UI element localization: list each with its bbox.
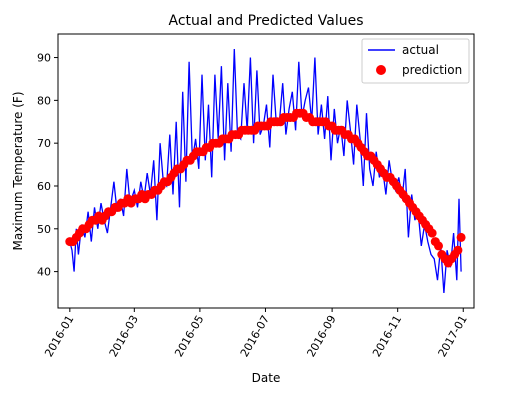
prediction-point xyxy=(427,228,437,238)
legend-prediction-swatch xyxy=(376,65,386,75)
axes-frame xyxy=(57,33,475,309)
y-tick-label: 80 xyxy=(37,94,51,107)
prediction-point xyxy=(453,245,463,255)
y-tick-label: 40 xyxy=(37,266,51,279)
plot-area xyxy=(65,48,466,294)
prediction-point xyxy=(456,232,466,242)
x-axis-label: Date xyxy=(252,371,281,385)
y-tick-label: 60 xyxy=(37,180,51,193)
y-axis-label: Maximum Temperature (F) xyxy=(11,91,25,250)
y-tick-label: 90 xyxy=(37,52,51,65)
legend-actual-label: actual xyxy=(402,43,439,57)
prediction-point xyxy=(434,241,443,251)
y-tick-label: 50 xyxy=(37,223,51,236)
chart-title: Actual and Predicted Values xyxy=(168,13,363,29)
y-tick-label: 70 xyxy=(37,137,51,150)
legend: actual prediction xyxy=(361,38,470,84)
legend-prediction-label: prediction xyxy=(402,63,462,77)
y-axis: 40 50 60 70 80 90 xyxy=(37,52,58,279)
